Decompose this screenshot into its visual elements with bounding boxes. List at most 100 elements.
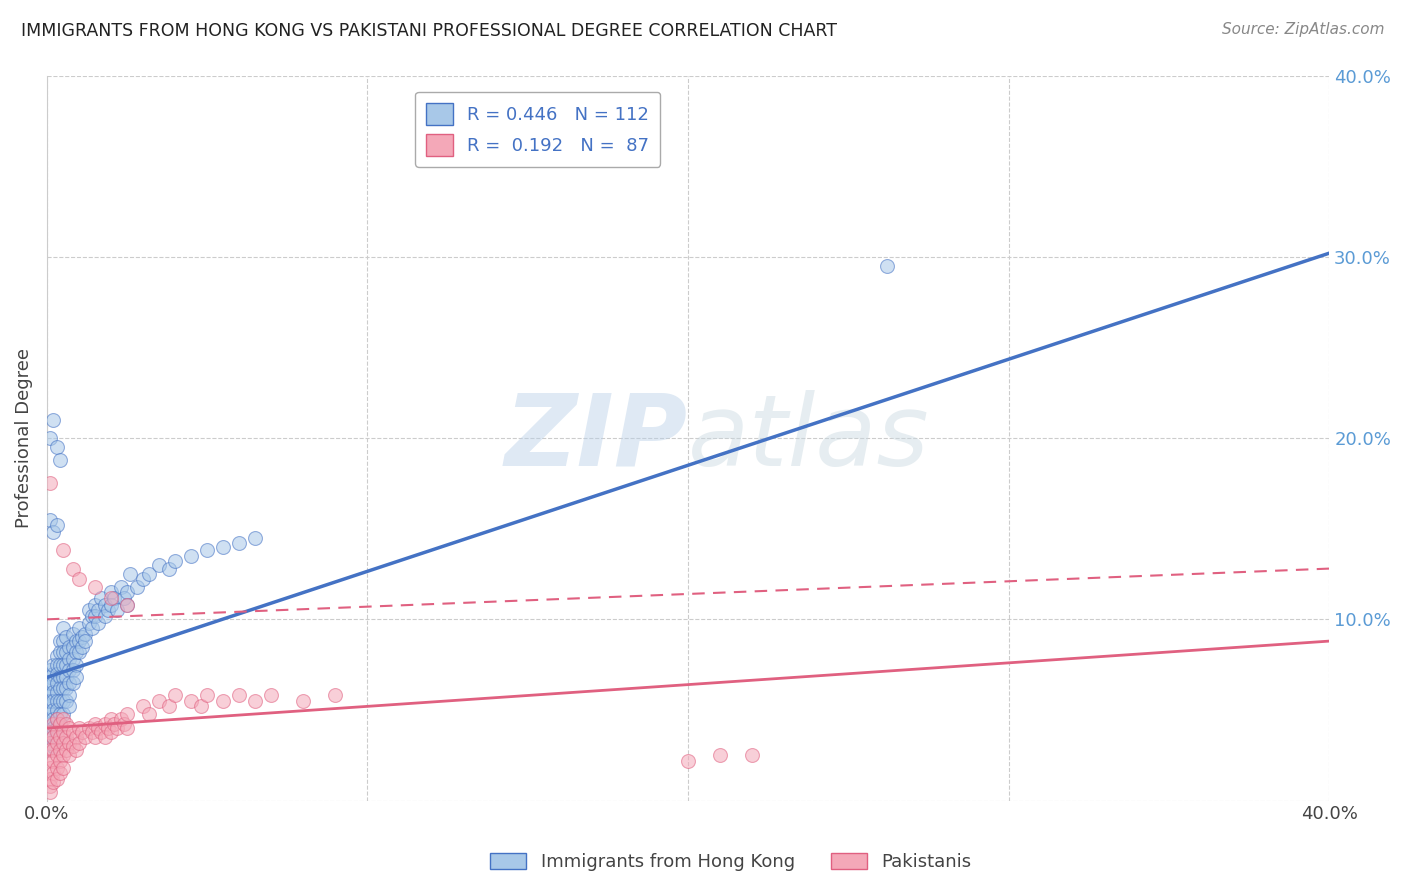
Point [110, 712, 132, 726]
Point [245, 694, 267, 708]
Point [87, 615, 110, 630]
Point [52, 681, 75, 696]
Text: Source: ZipAtlas.com: Source: ZipAtlas.com [1222, 22, 1385, 37]
Point [70, 631, 93, 645]
Point [42, 712, 65, 726]
Point [77, 615, 100, 630]
Point [55, 694, 77, 708]
Point [45, 666, 67, 681]
Point [292, 694, 315, 708]
Point [115, 598, 138, 612]
Point [90, 724, 112, 739]
Point [39, 784, 62, 798]
Point [58, 675, 80, 690]
Point [180, 549, 202, 563]
Point [45, 703, 67, 717]
Point [48, 681, 70, 696]
Point [39, 761, 62, 775]
Point [77, 721, 100, 735]
Point [58, 689, 80, 703]
Point [67, 645, 90, 659]
Point [39, 670, 62, 684]
Point [741, 748, 763, 763]
Point [52, 748, 75, 763]
Point [39, 754, 62, 768]
Point [62, 675, 84, 690]
Point [195, 543, 218, 558]
Point [87, 603, 110, 617]
Point [52, 706, 75, 721]
Point [148, 694, 170, 708]
Point [39, 689, 62, 703]
Point [48, 766, 70, 780]
Point [62, 627, 84, 641]
Point [42, 525, 65, 540]
Point [45, 772, 67, 786]
Point [180, 694, 202, 708]
Point [48, 717, 70, 731]
Point [87, 721, 110, 735]
Point [84, 717, 107, 731]
Point [115, 706, 138, 721]
Point [39, 779, 62, 793]
Point [65, 657, 87, 672]
Point [45, 712, 67, 726]
Point [42, 657, 65, 672]
Point [39, 681, 62, 696]
Point [58, 721, 80, 735]
Point [52, 736, 75, 750]
Point [39, 736, 62, 750]
Point [48, 743, 70, 757]
Point [39, 724, 62, 739]
Point [52, 712, 75, 726]
Point [676, 754, 699, 768]
Point [75, 730, 97, 744]
Point [42, 730, 65, 744]
Point [55, 717, 77, 731]
Point [65, 645, 87, 659]
Point [58, 663, 80, 677]
Point [93, 608, 115, 623]
Point [45, 721, 67, 735]
Point [100, 724, 122, 739]
Point [48, 645, 70, 659]
Point [67, 634, 90, 648]
Point [125, 580, 148, 594]
Point [42, 721, 65, 735]
Point [112, 591, 135, 605]
Point [195, 689, 218, 703]
Point [39, 717, 62, 731]
Point [48, 657, 70, 672]
Point [132, 699, 155, 714]
Point [39, 431, 62, 445]
Point [115, 585, 138, 599]
Text: ZIP: ZIP [505, 390, 688, 486]
Point [148, 558, 170, 572]
Point [100, 585, 122, 599]
Legend: R = 0.446   N = 112, R =  0.192   N =  87: R = 0.446 N = 112, R = 0.192 N = 87 [415, 92, 661, 167]
Point [39, 476, 62, 491]
Point [48, 670, 70, 684]
Point [100, 598, 122, 612]
Point [39, 694, 62, 708]
Point [100, 712, 122, 726]
Point [62, 724, 84, 739]
Point [45, 685, 67, 699]
Point [55, 645, 77, 659]
Point [260, 689, 283, 703]
Point [52, 724, 75, 739]
Point [45, 657, 67, 672]
Point [97, 603, 120, 617]
Point [67, 573, 90, 587]
Point [876, 259, 898, 273]
Point [107, 721, 129, 735]
Point [58, 748, 80, 763]
Point [48, 730, 70, 744]
Point [39, 743, 62, 757]
Point [55, 681, 77, 696]
Point [67, 736, 90, 750]
Point [42, 685, 65, 699]
Point [157, 561, 180, 575]
Point [52, 621, 75, 635]
Point [45, 712, 67, 726]
